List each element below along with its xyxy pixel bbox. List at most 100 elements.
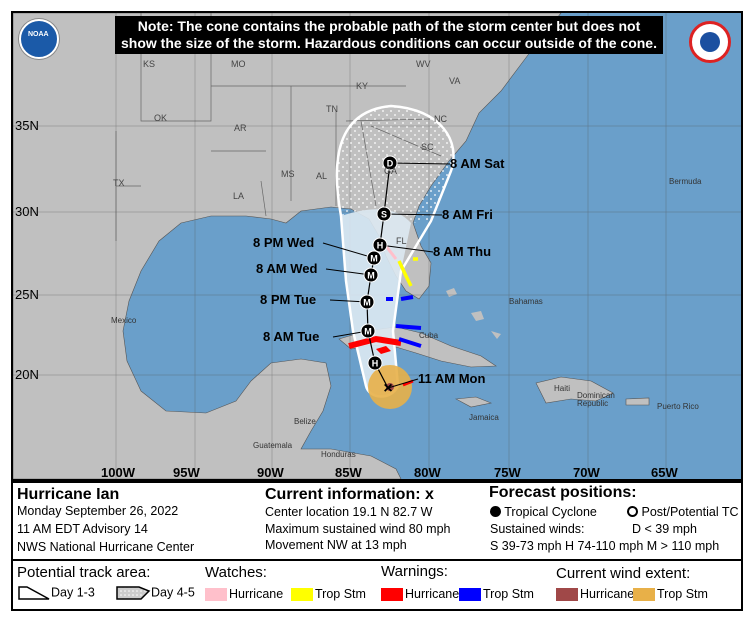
label-leader-line <box>379 244 434 253</box>
storm-name: Hurricane Ian <box>17 486 120 503</box>
state-label: KY <box>356 81 369 91</box>
state-label: GA <box>384 166 398 176</box>
max-wind: Maximum sustained wind 80 mph <box>265 522 451 536</box>
issuing-center: NWS National Hurricane Center <box>17 540 195 554</box>
hispaniola <box>535 376 614 404</box>
forecast-point-letter: H <box>377 241 384 251</box>
current-info-title: Current information: x <box>265 486 434 503</box>
label: Trop Stm <box>657 587 708 601</box>
place-label-haiti: Haiti <box>554 384 571 393</box>
lat-label: 20N <box>15 367 39 382</box>
place-label-dominican: Dominican Republic <box>577 391 615 408</box>
label-leader-line <box>322 242 375 259</box>
legend-tropical-cyclone: Tropical Cyclone <box>490 505 597 519</box>
label-leader-line <box>389 162 451 165</box>
label: Hurricane <box>229 587 284 601</box>
forecast-point-S <box>376 206 392 222</box>
hurricane-map: × H M M M M H S D Note: The cone contains the pr… <box>11 11 743 481</box>
day-4-5-label: Day 4-5 <box>151 585 195 600</box>
place-label-honduras: Honduras <box>321 450 356 459</box>
nws-logo <box>689 21 731 63</box>
info-panel: Hurricane Ian Monday September 26, 2022 … <box>11 481 743 561</box>
lon-label: 85W <box>335 465 362 480</box>
jamaica <box>454 396 493 408</box>
forecast-time-label: 8 AM Thu <box>433 244 492 259</box>
current-position-x-icon: × <box>383 380 392 397</box>
forecast-point-M <box>366 250 382 266</box>
label: Hurricane <box>405 587 460 601</box>
center-location: Center location 19.1 N 82.7 W <box>265 505 433 519</box>
lon-label: 80W <box>414 465 441 480</box>
forecast-point-H <box>372 237 388 253</box>
tc-label: Tropical Cyclone <box>504 505 597 519</box>
day-4-5-cone-icon <box>116 586 151 600</box>
bahamas <box>446 288 501 339</box>
ts-warning <box>386 295 422 348</box>
label-leader-line <box>387 378 419 389</box>
legend-day-1-3: Day 1-3 <box>17 585 95 601</box>
place-label-cuba: Cuba <box>419 331 439 340</box>
place-label-bermuda: Bermuda <box>669 177 702 186</box>
hurricane-warning-isle <box>376 346 391 354</box>
noaa-logo: NOAA <box>19 19 59 59</box>
hurricane-watch <box>384 245 398 260</box>
sustained-winds-label: Sustained winds: <box>490 522 585 536</box>
puerto-rico <box>625 397 650 406</box>
state-label: NC <box>434 114 447 124</box>
forecast-time-label: 8 AM Tue <box>263 329 320 344</box>
place-label-guatemala: Guatemala <box>253 441 293 450</box>
label: Hurricane <box>580 587 635 601</box>
forecast-point-M <box>363 267 379 283</box>
label-leader-line <box>325 268 372 276</box>
hurricane-warning-swatch <box>381 588 403 602</box>
legend-hurricane-wind: Hurricane <box>556 587 635 602</box>
forecast-point-letter: M <box>370 254 378 264</box>
legend-ts-watch: Trop Stm <box>291 587 366 602</box>
ts-warning-swatch <box>459 588 481 602</box>
track-area-title: Potential track area: <box>17 564 151 581</box>
place-label-mexico: Mexico <box>111 316 137 325</box>
lon-label: 100W <box>101 465 135 480</box>
hurricane-warning <box>348 335 402 349</box>
hurricane-warning-caymans <box>402 379 414 387</box>
lat-label: 35N <box>15 118 39 133</box>
state-label: FL <box>396 236 407 246</box>
forecast-time-label: 11 AM Mon <box>418 371 486 386</box>
forecast-point-letter: H <box>372 359 379 369</box>
forecast-point-letter: M <box>367 271 375 281</box>
state-label: VA <box>449 76 461 86</box>
state-label: TN <box>326 104 338 114</box>
state-label: LA <box>233 191 245 201</box>
forecast-time-label: 8 AM Fri <box>442 207 493 222</box>
label-leader-line <box>383 213 443 216</box>
label: Trop Stm <box>483 587 534 601</box>
forecast-point-M <box>359 294 375 310</box>
lon-label: 65W <box>651 465 678 480</box>
forecast-time-label: 8 AM Sat <box>450 156 505 171</box>
forecast-time-label: 8 PM Wed <box>253 235 315 250</box>
day-1-3-cone-icon <box>18 586 50 600</box>
d-category: D < 39 mph <box>632 522 697 536</box>
open-circle-icon <box>627 506 638 517</box>
advisory-date: Monday September 26, 2022 <box>17 504 179 518</box>
day-1-3-label: Day 1-3 <box>51 585 95 600</box>
forecast-time-label: 8 PM Tue <box>260 292 317 307</box>
legend-panel: Potential track area: Day 1-3 Day 4-5 Wa… <box>11 561 743 611</box>
lon-label: 90W <box>257 465 284 480</box>
watches-title: Watches: <box>205 564 267 581</box>
forecast-point-letter: M <box>363 298 371 308</box>
ts-wind-swatch <box>633 588 655 602</box>
state-label: OK <box>154 113 168 123</box>
filled-circle-icon <box>490 506 501 517</box>
forecast-time-label: 8 AM Wed <box>256 261 318 276</box>
hurricane-watch-swatch <box>205 588 227 602</box>
label: Trop Stm <box>315 587 366 601</box>
place-label-belize: Belize <box>294 417 316 426</box>
cone-note: Note: The cone contains the probable pat… <box>115 16 663 54</box>
lat-label: 25N <box>15 287 39 302</box>
place-label-puerto_rico: Puerto Rico <box>657 402 699 411</box>
forecast-point-M <box>360 323 376 339</box>
lat-label: 30N <box>15 204 39 219</box>
forecast-point-H <box>367 355 383 371</box>
